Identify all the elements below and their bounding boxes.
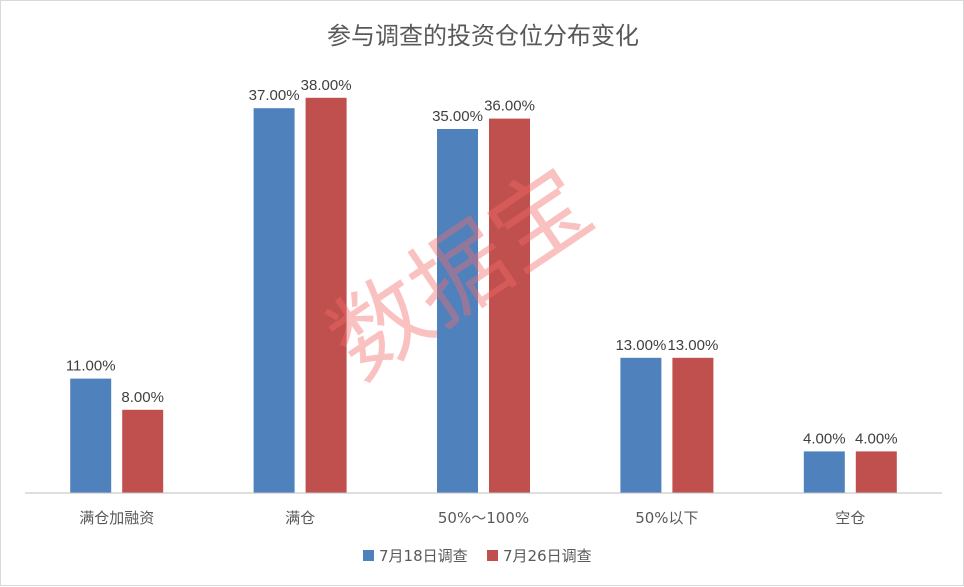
legend: 7月18日调查 7月26日调查 [363,547,592,565]
legend-swatch-1 [363,550,374,561]
legend-label-1: 7月18日调查 [379,547,468,565]
bar-2-3 [489,118,530,493]
bar-1-2 [253,108,295,493]
data-label-2-3: 36.00% [484,98,535,115]
data-label-1-1: 11.00% [66,358,116,375]
legend-swatch-2 [487,550,498,561]
data-labels-layer: 11.00% 8.00% 37.00%38.00% 35.00%36.00% 13.00… [66,77,898,448]
bar-2-1 [122,409,164,493]
data-label-2-1: 8.00% [121,389,164,406]
bar-2-2 [305,97,347,494]
x-tick-label-4: 50%以下 [635,509,698,527]
x-tick-label-2: 满仓 [285,509,315,527]
bar-2-5 [855,451,897,493]
bar-1-1 [70,378,112,493]
x-tick-label-3: 50%～100% [438,509,529,527]
bars-layer [70,97,897,494]
bar-1-4 [620,357,662,493]
data-label-2-2: 38.00% [301,77,352,94]
x-tick-labels-layer: 满仓加融资 满仓 50%～100% 50%以下 空仓 [79,509,865,527]
legend-label-2: 7月26日调查 [503,547,592,565]
data-label-2-4: 13.00% [667,337,718,354]
chart-title: 参与调查的投资仓位分布变化 [327,22,639,50]
x-tick-label-5: 空仓 [835,509,865,527]
data-label-2-5: 4.00% [855,430,898,447]
x-tick-label-1: 满仓加融资 [79,509,154,527]
bar-2-4 [672,357,714,493]
bar-1-3 [437,129,478,493]
data-label-1-4: 13.00% [615,337,666,354]
bar-1-5 [803,451,845,493]
data-label-1-5: 4.00% [803,430,846,447]
data-label-1-2: 37.00% [249,87,300,104]
data-label-1-3: 35.00% [432,108,483,125]
